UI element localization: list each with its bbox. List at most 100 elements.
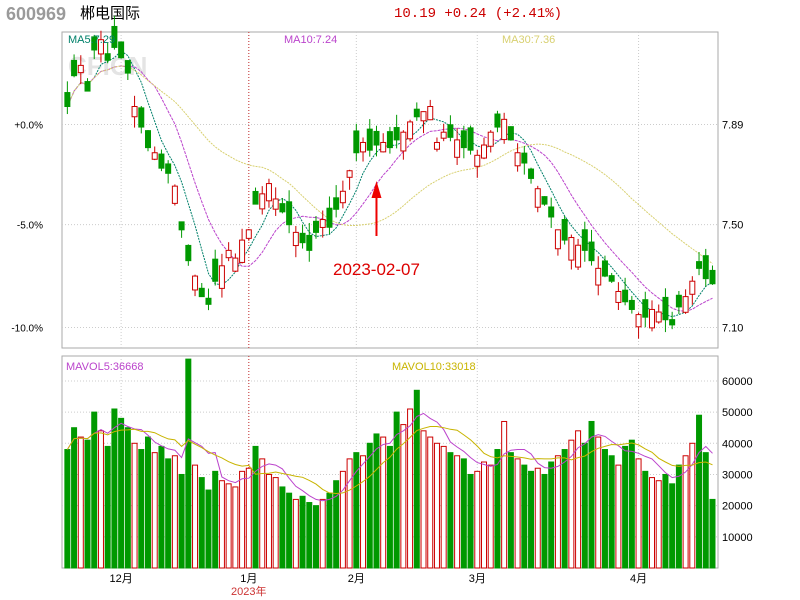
volume-bar [205,489,212,569]
volume-bar [192,464,199,569]
volume-bar [575,430,582,569]
volume-bar [64,449,71,569]
volume-bar [319,498,326,569]
candle-body [198,287,205,298]
candle-body [104,53,111,61]
ma-legend: MA5:7.29 [68,34,115,46]
volume-bar [272,477,279,569]
candle-body [454,139,461,158]
candle-body [313,220,319,233]
volume-bar [669,483,676,569]
volume-bar [541,473,548,569]
month-label: 2月 [348,573,365,585]
annotation-arrow-head [371,181,382,198]
candle-body [232,257,239,272]
candle-body [474,154,481,167]
candle-body [71,59,78,77]
candle-body [279,203,286,213]
volume-bar [353,452,360,569]
candle-body [407,121,414,140]
volume-bar [447,452,454,569]
candle-body [373,130,380,146]
volume-tick-label: 30000 [722,469,753,481]
volume-bar [487,464,494,569]
candle-body [494,113,501,128]
candle-body [77,64,84,74]
price-panel-frame [61,31,719,349]
candle-body [353,130,360,154]
volume-bar [642,470,649,569]
volume-bar [507,452,514,569]
volume-bar [151,452,158,569]
volume-bar [104,445,111,569]
candle-body [111,25,118,48]
volume-bar [299,495,306,569]
candle-body [205,297,212,305]
volume-bar [252,445,259,569]
candle-body [400,131,407,152]
volume-tick-label: 10000 [722,532,753,544]
volume-bar [292,498,299,569]
candle-body [165,163,172,174]
volume-bar [171,455,178,569]
percent-tick-label: -5.0% [17,221,43,232]
volume-bar [111,408,118,569]
axis-labels: 7.89 +0.0% 7.50 -5.0% 7.10 -10.0% 60000 50000 40… [11,34,752,598]
candle-body [413,108,420,118]
volume-bar [407,408,414,569]
candle-body [689,280,696,295]
volume-bar [380,436,387,569]
candle-body [84,81,91,92]
month-label: 3月 [469,573,486,585]
candle-body [487,131,494,147]
candle-body [151,152,158,160]
volume-bar [534,467,541,569]
candle-body [427,106,434,121]
volume-bar [561,449,568,569]
volume-bar [460,458,467,569]
candle-body [534,188,541,208]
candle-body [709,269,716,285]
candle-body [299,232,306,244]
volume-bar [696,414,703,569]
volume-bar [635,458,642,569]
ma-legend: MA30:7.36 [502,34,555,46]
volume-tick-label: 50000 [722,407,753,419]
volume-bar [178,473,185,569]
volume-bar [245,467,252,569]
candle-body [682,296,689,313]
candle-body [702,255,709,280]
candle-body [642,299,649,318]
volume-bar [682,455,689,569]
mavol10-line [66,426,713,495]
volume-bar [306,502,313,569]
volume-bar [709,498,716,569]
volume-bar [601,449,608,569]
candle-body [192,275,199,291]
candle-body [608,275,615,282]
candle-body [575,244,582,268]
volume-bar [427,436,434,569]
volume-bar [521,464,528,569]
volume-bar [393,411,400,569]
volume-tick-label: 20000 [722,501,753,513]
month-label: 1月 [240,573,257,585]
volume-bar [71,427,78,569]
volume-bar [360,455,367,569]
candle-body [615,290,622,303]
volume-bar [279,486,286,569]
candle-body [339,190,346,204]
candle-body [319,219,326,228]
candle-body [662,296,669,321]
date-annotation: 2023-02-07 [333,181,420,279]
candle-body [292,231,299,247]
volume-bar [689,442,696,569]
volume-bar [239,470,246,569]
volume-bar [373,433,380,569]
candle-body [97,39,104,55]
candle-body [595,267,602,286]
mavol5-line [66,412,713,502]
candle-body [218,265,225,289]
candle-body [131,106,138,118]
volume-series [64,358,716,569]
